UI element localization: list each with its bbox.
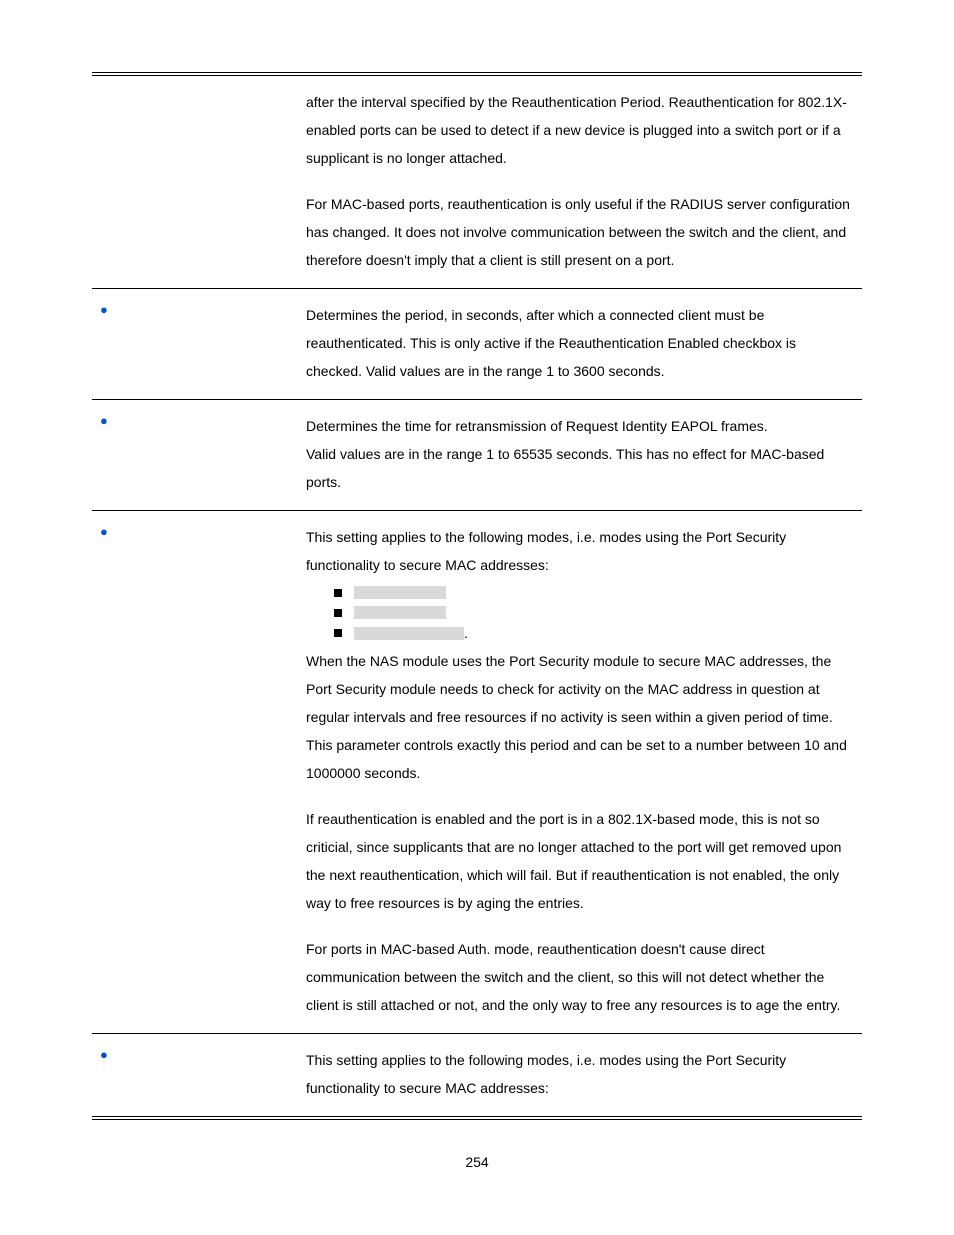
bullet-icon: ● bbox=[100, 301, 116, 319]
square-bullet-icon bbox=[334, 589, 342, 597]
config-params-table: after the interval specified by the Reau… bbox=[92, 72, 862, 1120]
square-bullet-icon bbox=[334, 609, 342, 617]
redacted-text bbox=[354, 606, 446, 619]
param-label-cell: ● bbox=[92, 400, 298, 511]
bullet-icon: ● bbox=[100, 523, 116, 541]
description-text: This setting applies to the following mo… bbox=[306, 523, 854, 579]
param-description-cell: Determines the period, in seconds, after… bbox=[298, 289, 862, 400]
document-page: after the interval specified by the Reau… bbox=[0, 0, 954, 1220]
table-row: ● This setting applies to the following m… bbox=[92, 1034, 862, 1119]
redacted-text bbox=[354, 586, 446, 599]
param-description-cell: after the interval specified by the Reau… bbox=[298, 74, 862, 289]
mode-list: . bbox=[334, 586, 854, 640]
table-row: ● Determines the period, in seconds, afte… bbox=[92, 289, 862, 400]
description-text: after the interval specified by the Reau… bbox=[306, 88, 854, 172]
param-label-cell: ● bbox=[92, 289, 298, 400]
param-description-cell: This setting applies to the following mo… bbox=[298, 1034, 862, 1119]
list-item bbox=[334, 606, 854, 619]
list-item bbox=[334, 586, 854, 599]
param-description-cell: This setting applies to the following mo… bbox=[298, 511, 862, 1034]
param-label-cell bbox=[92, 74, 298, 289]
trailing-punct: . bbox=[464, 626, 468, 640]
bullet-icon: ● bbox=[100, 412, 116, 430]
list-item: . bbox=[334, 626, 854, 640]
table-row: after the interval specified by the Reau… bbox=[92, 74, 862, 289]
param-label-cell: ● bbox=[92, 511, 298, 1034]
description-text: If reauthentication is enabled and the p… bbox=[306, 805, 854, 917]
square-bullet-icon bbox=[334, 629, 342, 637]
param-label-cell: ● bbox=[92, 1034, 298, 1119]
table-row: ● Determines the time for retransmission … bbox=[92, 400, 862, 511]
description-text: Determines the period, in seconds, after… bbox=[306, 301, 854, 385]
param-description-cell: Determines the time for retransmission o… bbox=[298, 400, 862, 511]
description-text: This setting applies to the following mo… bbox=[306, 1046, 854, 1102]
description-text: Determines the time for retransmission o… bbox=[306, 412, 854, 496]
table-row: ● This setting applies to the following m… bbox=[92, 511, 862, 1034]
redacted-text bbox=[354, 627, 464, 640]
page-number: 254 bbox=[92, 1154, 862, 1170]
description-text: For ports in MAC-based Auth. mode, reaut… bbox=[306, 935, 854, 1019]
description-text: When the NAS module uses the Port Securi… bbox=[306, 647, 854, 787]
bullet-icon: ● bbox=[100, 1046, 116, 1064]
description-text: For MAC-based ports, reauthentication is… bbox=[306, 190, 854, 274]
